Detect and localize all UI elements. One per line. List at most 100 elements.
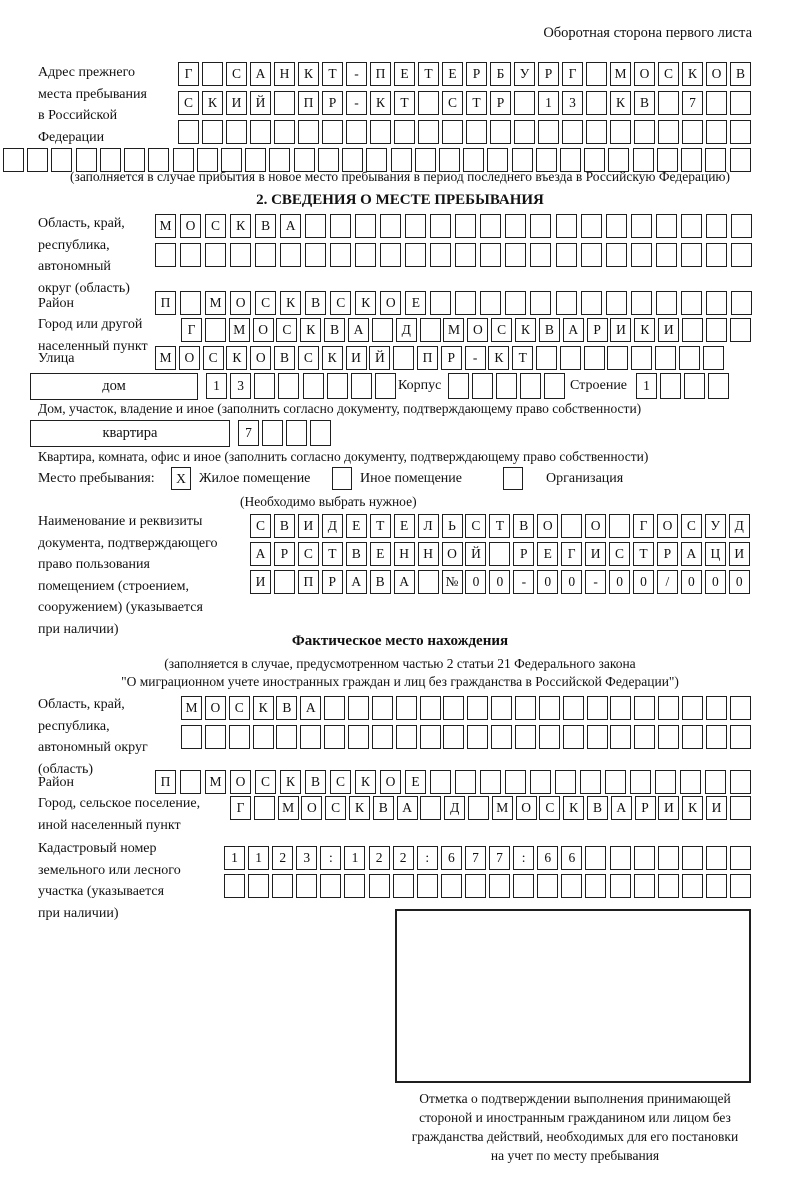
char-box[interactable] xyxy=(608,148,630,172)
char-box[interactable]: Е xyxy=(345,514,367,538)
char-box[interactable]: В xyxy=(305,770,326,794)
char-box[interactable]: У xyxy=(514,62,535,86)
char-box[interactable] xyxy=(326,373,348,399)
char-box[interactable]: А xyxy=(680,542,702,566)
char-box[interactable]: Е xyxy=(405,291,427,315)
char-box[interactable]: Р xyxy=(538,62,559,86)
char-box[interactable] xyxy=(544,373,565,399)
char-box[interactable] xyxy=(430,243,452,267)
char-box[interactable] xyxy=(655,346,677,370)
char-box[interactable]: 0 xyxy=(728,570,750,594)
char-box[interactable] xyxy=(702,346,724,370)
document-row-3[interactable]: И П Р А В А № 0 0-0 0-0 0/0 0 0 xyxy=(250,570,750,594)
char-box[interactable] xyxy=(310,420,331,446)
char-box[interactable] xyxy=(680,770,701,794)
char-box[interactable] xyxy=(370,120,391,144)
char-box[interactable] xyxy=(680,291,702,315)
char-box[interactable]: В xyxy=(372,796,394,820)
char-box[interactable] xyxy=(634,696,656,720)
char-box[interactable]: М xyxy=(155,346,176,370)
char-box[interactable] xyxy=(730,291,752,315)
char-box[interactable] xyxy=(610,696,632,720)
char-box[interactable]: В xyxy=(369,570,391,594)
char-box[interactable] xyxy=(293,148,315,172)
char-box[interactable] xyxy=(537,874,559,898)
char-box[interactable]: К xyxy=(280,291,302,315)
char-box[interactable] xyxy=(658,725,680,749)
char-box[interactable] xyxy=(269,148,291,172)
char-box[interactable]: О xyxy=(380,291,402,315)
char-box[interactable] xyxy=(489,542,511,566)
char-box[interactable] xyxy=(729,874,751,898)
char-box[interactable] xyxy=(27,148,49,172)
char-box[interactable] xyxy=(274,91,295,115)
char-box[interactable]: 0 xyxy=(561,570,583,594)
char-box[interactable] xyxy=(322,120,343,144)
char-box[interactable] xyxy=(393,346,415,370)
char-box[interactable] xyxy=(180,291,202,315)
char-box[interactable]: / xyxy=(656,570,678,594)
char-box[interactable]: М xyxy=(181,696,202,720)
char-box[interactable]: 3 xyxy=(230,373,252,399)
char-box[interactable]: 1 xyxy=(206,373,227,399)
char-box[interactable]: Т xyxy=(633,542,654,566)
char-box[interactable]: Е xyxy=(393,514,415,538)
char-box[interactable]: П xyxy=(155,291,176,315)
char-box[interactable] xyxy=(280,243,302,267)
char-box[interactable]: М xyxy=(205,770,226,794)
char-box[interactable] xyxy=(490,120,511,144)
char-box[interactable]: Й xyxy=(369,346,391,370)
char-box[interactable] xyxy=(172,148,194,172)
char-box[interactable] xyxy=(705,214,727,238)
char-box[interactable] xyxy=(438,148,460,172)
char-box[interactable] xyxy=(371,725,393,749)
char-box[interactable]: А xyxy=(562,318,584,342)
char-box[interactable]: К xyxy=(563,796,585,820)
char-box[interactable]: Р xyxy=(586,318,608,342)
char-box[interactable] xyxy=(530,291,552,315)
char-box[interactable] xyxy=(220,148,242,172)
char-box[interactable]: 2 xyxy=(368,846,390,870)
char-box[interactable] xyxy=(682,120,703,144)
char-box[interactable] xyxy=(228,725,250,749)
char-box[interactable]: 0 xyxy=(537,570,559,594)
char-box[interactable]: Е xyxy=(537,542,559,566)
char-box[interactable] xyxy=(418,120,439,144)
char-box[interactable]: К xyxy=(355,291,377,315)
char-box[interactable]: А xyxy=(300,696,322,720)
char-box[interactable]: С xyxy=(297,542,319,566)
char-box[interactable]: В xyxy=(273,514,295,538)
char-box[interactable]: 3 xyxy=(562,91,583,115)
char-box[interactable]: А xyxy=(348,318,370,342)
char-box[interactable] xyxy=(419,696,441,720)
char-box[interactable] xyxy=(274,120,295,144)
char-box[interactable] xyxy=(730,120,751,144)
char-box[interactable]: О xyxy=(250,346,272,370)
stroenie-row[interactable]: 1 xyxy=(636,373,729,399)
char-box[interactable] xyxy=(630,214,652,238)
char-box[interactable]: : xyxy=(513,846,535,870)
char-box[interactable]: К xyxy=(488,346,510,370)
char-box[interactable]: М xyxy=(277,796,299,820)
char-box[interactable]: У xyxy=(704,514,726,538)
char-box[interactable] xyxy=(155,243,176,267)
char-box[interactable]: О xyxy=(178,346,200,370)
char-box[interactable] xyxy=(202,120,223,144)
char-box[interactable]: С xyxy=(442,91,463,115)
char-box[interactable] xyxy=(605,214,627,238)
char-box[interactable]: 1 xyxy=(636,373,657,399)
char-box[interactable]: Р xyxy=(321,570,343,594)
char-box[interactable] xyxy=(248,874,270,898)
char-box[interactable] xyxy=(180,770,201,794)
char-box[interactable] xyxy=(416,874,438,898)
char-box[interactable] xyxy=(330,214,352,238)
char-box[interactable] xyxy=(729,796,751,820)
char-box[interactable]: 3 xyxy=(296,846,318,870)
char-box[interactable]: Е xyxy=(394,62,415,86)
char-box[interactable] xyxy=(491,696,513,720)
char-box[interactable] xyxy=(442,120,463,144)
